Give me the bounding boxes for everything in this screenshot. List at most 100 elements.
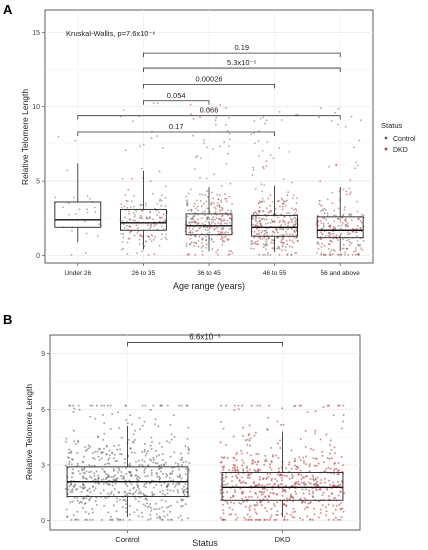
data-point [146, 506, 149, 509]
data-point [269, 516, 272, 519]
data-point [210, 237, 213, 240]
data-point [182, 498, 185, 501]
data-point [309, 478, 312, 480]
data-point [281, 119, 283, 121]
data-point [304, 445, 307, 448]
data-point [308, 465, 311, 468]
panel-a-x-axis-label: Age range (years) [173, 281, 245, 291]
data-point [132, 433, 135, 436]
data-point [246, 438, 249, 441]
data-point [186, 517, 189, 520]
data-point [162, 510, 165, 513]
data-point [281, 199, 284, 201]
data-point [260, 493, 263, 496]
data-point [295, 197, 298, 200]
data-point [167, 518, 170, 521]
data-point [76, 464, 79, 467]
data-point [305, 455, 307, 458]
data-point [263, 518, 266, 521]
data-point [162, 220, 165, 223]
data-point [232, 456, 235, 459]
data-point [339, 490, 342, 493]
data-point [81, 475, 84, 478]
data-point [356, 210, 359, 213]
data-point [208, 227, 211, 230]
data-point [93, 474, 96, 477]
data-point [149, 216, 151, 219]
data-point [196, 199, 198, 202]
data-point [113, 488, 116, 491]
data-point [170, 438, 173, 441]
data-point [323, 244, 326, 247]
data-point [275, 228, 278, 230]
data-point [328, 479, 331, 482]
data-point [313, 507, 316, 510]
data-point [293, 216, 296, 219]
data-point [168, 441, 171, 444]
data-point [102, 438, 105, 441]
data-point [94, 211, 97, 213]
data-point [182, 491, 185, 494]
data-point [337, 494, 340, 497]
data-point [164, 500, 167, 503]
data-point [201, 237, 204, 240]
data-point [328, 253, 331, 256]
y-tick-label: 6 [41, 407, 45, 414]
data-point [143, 442, 146, 445]
data-point [157, 454, 160, 457]
data-point [339, 220, 342, 223]
data-point [314, 483, 317, 486]
data-point [241, 459, 244, 462]
data-point [83, 468, 86, 471]
data-point [130, 475, 133, 477]
data-point [269, 463, 271, 466]
data-point [164, 185, 167, 188]
data-point [253, 231, 256, 233]
data-point [228, 513, 231, 516]
data-point [149, 180, 152, 183]
data-point [165, 475, 168, 478]
data-point [98, 459, 101, 461]
data-point [152, 456, 155, 459]
data-point [158, 507, 161, 510]
data-point [321, 450, 324, 453]
data-point [154, 418, 157, 421]
data-point [252, 223, 255, 226]
data-point [349, 193, 351, 196]
data-point [278, 221, 281, 224]
data-point [254, 188, 257, 191]
data-point [116, 477, 119, 480]
data-point [253, 434, 256, 437]
data-point [103, 422, 106, 425]
data-point [107, 458, 110, 461]
data-point [199, 200, 202, 202]
data-point [149, 238, 152, 241]
data-point [347, 231, 350, 234]
data-point [340, 507, 343, 510]
data-point [327, 247, 330, 250]
data-point [286, 199, 288, 202]
data-point [343, 206, 346, 208]
data-point [72, 429, 75, 432]
data-point [328, 457, 331, 460]
data-point [256, 501, 259, 504]
data-point [224, 518, 227, 521]
data-point [291, 233, 294, 236]
data-point [190, 241, 193, 244]
data-point [177, 491, 180, 494]
data-point [285, 467, 287, 470]
data-point [334, 462, 336, 464]
data-point [322, 406, 325, 408]
data-point [327, 232, 330, 235]
data-point [101, 468, 104, 471]
data-point [160, 194, 163, 197]
data-point [233, 502, 235, 505]
data-point [126, 241, 129, 244]
data-point [258, 490, 261, 493]
data-point [330, 120, 333, 122]
data-point [70, 476, 73, 479]
data-point [188, 231, 190, 234]
data-point [81, 486, 84, 489]
data-point [115, 510, 118, 513]
data-point [189, 208, 192, 211]
